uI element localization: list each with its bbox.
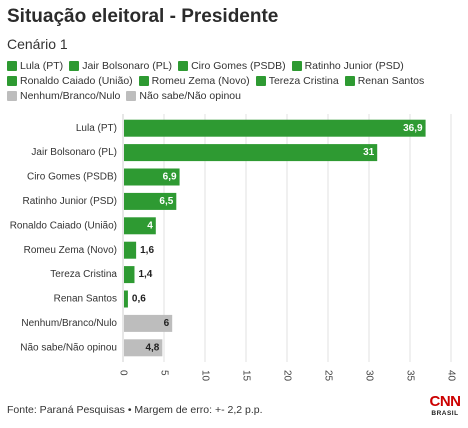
- legend-item: Nenhum/Branco/Nulo: [7, 90, 120, 102]
- legend-item: Tereza Cristina: [255, 75, 339, 87]
- legend-label: Jair Bolsonaro (PL): [82, 60, 173, 72]
- bar: [124, 144, 378, 162]
- category-label: Lula (PT): [76, 123, 117, 134]
- category-label: Romeu Zema (Novo): [24, 245, 117, 256]
- x-tick-label: 5: [158, 370, 169, 376]
- chart-area: 0 5 10 15 20 25 30 35 40 Lula (PT) 36,9 Jair Bolson…: [0, 112, 468, 389]
- category-label: Ronaldo Caiado (União): [10, 220, 117, 231]
- legend-label: Lula (PT): [20, 60, 64, 72]
- category-label: Ratinho Junior (PSD): [23, 196, 117, 207]
- legend-swatch: [7, 91, 17, 101]
- value-label: 4,8: [145, 342, 159, 353]
- value-label: 1,6: [140, 245, 154, 256]
- x-tick-label: 35: [404, 370, 415, 382]
- bar: [124, 339, 163, 357]
- x-tick-label: 20: [281, 370, 292, 382]
- legend-swatch: [126, 91, 137, 101]
- legend-swatch: [69, 61, 80, 71]
- category-label: Ciro Gomes (PSDB): [27, 172, 117, 183]
- legend-item: Lula (PT): [7, 60, 63, 72]
- value-label: 31: [363, 147, 375, 158]
- value-label: 4: [147, 220, 153, 231]
- x-tick-label: 40: [445, 370, 456, 382]
- logo-main-text: CNN: [429, 393, 462, 410]
- x-tick-label: 15: [240, 370, 251, 382]
- cnn-brasil-logo: CNN BRASIL: [427, 394, 463, 424]
- legend-item: Renan Santos: [344, 75, 425, 87]
- value-label: 6,5: [159, 196, 173, 207]
- legend-swatch: [138, 76, 149, 86]
- legend-label: Ratinho Junior (PSD): [304, 60, 404, 72]
- category-label: Renan Santos: [54, 294, 117, 305]
- value-label: 0,6: [132, 294, 146, 305]
- category-label: Não sabe/Não opinou: [20, 342, 117, 353]
- legend-item: Jair Bolsonaro (PL): [69, 60, 172, 72]
- logo-sub-text: BRASIL: [431, 410, 459, 417]
- category-label: Nenhum/Branco/Nulo: [21, 318, 117, 329]
- legend-label: Renan Santos: [357, 75, 425, 87]
- legend-swatch: [291, 61, 302, 71]
- legend-label: Nenhum/Branco/Nulo: [20, 90, 121, 102]
- bar: [124, 119, 426, 137]
- bar-chart: 0 5 10 15 20 25 30 35 40 Lula (PT) 36,9 Jair Bolson…: [10, 114, 456, 382]
- legend-swatch: [7, 61, 17, 71]
- legend-swatch: [255, 76, 266, 86]
- bar: [124, 290, 128, 308]
- legend-swatch: [178, 61, 189, 71]
- legend-item: Ronaldo Caiado (União): [7, 75, 133, 87]
- legend-label: Ronaldo Caiado (União): [20, 75, 133, 87]
- bar: [124, 314, 173, 332]
- legend-label: Romeu Zema (Novo): [151, 75, 250, 87]
- value-label: 36,9: [403, 123, 423, 134]
- legend-label: Tereza Cristina: [268, 75, 339, 87]
- value-label: 6: [164, 318, 170, 329]
- legend-item: Romeu Zema (Novo): [138, 75, 250, 87]
- legend-item: Não sabe/Não opinou: [126, 90, 241, 102]
- legend-item: Ratinho Junior (PSD): [291, 60, 404, 72]
- bar: [124, 266, 135, 284]
- x-tick-label: 10: [199, 370, 210, 382]
- bar: [124, 217, 156, 235]
- legend-label: Não sabe/Não opinou: [139, 90, 241, 102]
- legend-item: Ciro Gomes (PSDB): [178, 60, 286, 72]
- category-label: Jair Bolsonaro (PL): [31, 147, 117, 158]
- chart-subtitle: Cenário 1: [7, 36, 68, 52]
- bar: [124, 192, 177, 210]
- x-tick-label: 25: [322, 370, 333, 382]
- legend-label: Ciro Gomes (PSDB): [191, 60, 286, 72]
- legend-swatch: [344, 76, 355, 86]
- x-tick-label: 0: [117, 370, 128, 376]
- value-label: 1,4: [138, 269, 152, 280]
- legend: Lula (PT) Jair Bolsonaro (PL) Ciro Gomes (…: [7, 60, 463, 102]
- value-label: 6,9: [163, 172, 177, 183]
- category-label: Tereza Cristina: [50, 269, 117, 280]
- bar: [124, 168, 180, 186]
- chart-title: Situação eleitoral - Presidente: [7, 6, 279, 27]
- x-tick-label: 30: [363, 370, 374, 382]
- source-note: Fonte: Paraná Pesquisas • Margem de erro…: [7, 404, 263, 416]
- legend-swatch: [7, 76, 17, 86]
- bar: [124, 241, 137, 259]
